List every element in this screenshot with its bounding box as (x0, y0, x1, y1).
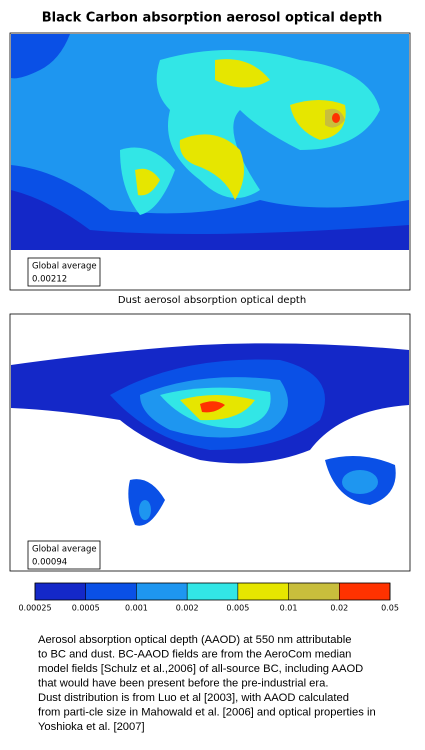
colorbar-swatch (85, 583, 137, 600)
map-field (139, 500, 151, 520)
caption-line: Aerosol absorption optical depth (AAOD) … (38, 634, 351, 646)
colorbar-label: 0.002 (176, 604, 199, 613)
average-label: Global average (32, 262, 97, 272)
colorbar-label: 0.005 (226, 604, 249, 613)
caption-line: that would have been present before the … (38, 677, 328, 689)
average-box (27, 257, 101, 287)
colorbar-swatch (288, 583, 340, 600)
colorbar-swatch (187, 583, 238, 600)
colorbar-swatch (339, 583, 390, 600)
panel-label: Dust aerosol absorption optical depth (118, 295, 306, 306)
caption-line: model fields [Schulz et al.,2006] of all… (38, 663, 363, 675)
caption-line: from parti-cle size in Mahowald et al. [… (38, 706, 376, 718)
colorbar-swatch (136, 583, 188, 600)
colorbar-label: 0.02 (330, 604, 348, 613)
average-label: Global average (32, 545, 97, 555)
caption-line: Yoshioka et al. [2007] (38, 721, 145, 733)
map-field (11, 165, 409, 250)
bc-map: Global average 0.00212 (9, 32, 411, 291)
map-field (332, 113, 340, 123)
colorbar-label: 0.05 (381, 604, 399, 613)
colorbar-swatch (35, 583, 86, 600)
colorbar-label: 0.01 (280, 604, 298, 613)
map-field (200, 401, 225, 413)
average-value: 0.00094 (32, 558, 67, 568)
colorbar-label: 0.00025 (18, 604, 51, 613)
average-value: 0.00212 (32, 275, 67, 285)
map-field (342, 470, 378, 494)
caption-line: to BC and dust. BC-AAOD fields are from … (38, 648, 351, 660)
dust-map: Global average 0.00094 (9, 313, 411, 572)
map-field (135, 168, 160, 196)
caption-line: Dust distribution is from Luo et al [200… (38, 692, 349, 704)
figure-title: Black Carbon absorption aerosol optical … (42, 11, 382, 26)
map-field (11, 34, 70, 79)
colorbar-label: 0.001 (125, 604, 148, 613)
average-box (27, 540, 101, 570)
colorbar: 0.00025 0.0005 0.001 0.002 0.005 0.01 0.02 0.05 (18, 582, 399, 613)
colorbar-label: 0.0005 (72, 604, 100, 613)
map-field (215, 59, 270, 88)
colorbar-swatch (237, 583, 289, 600)
map-field (11, 190, 409, 250)
caption: Aerosol absorption optical depth (AAOD) … (38, 634, 376, 733)
map-field (179, 134, 244, 200)
